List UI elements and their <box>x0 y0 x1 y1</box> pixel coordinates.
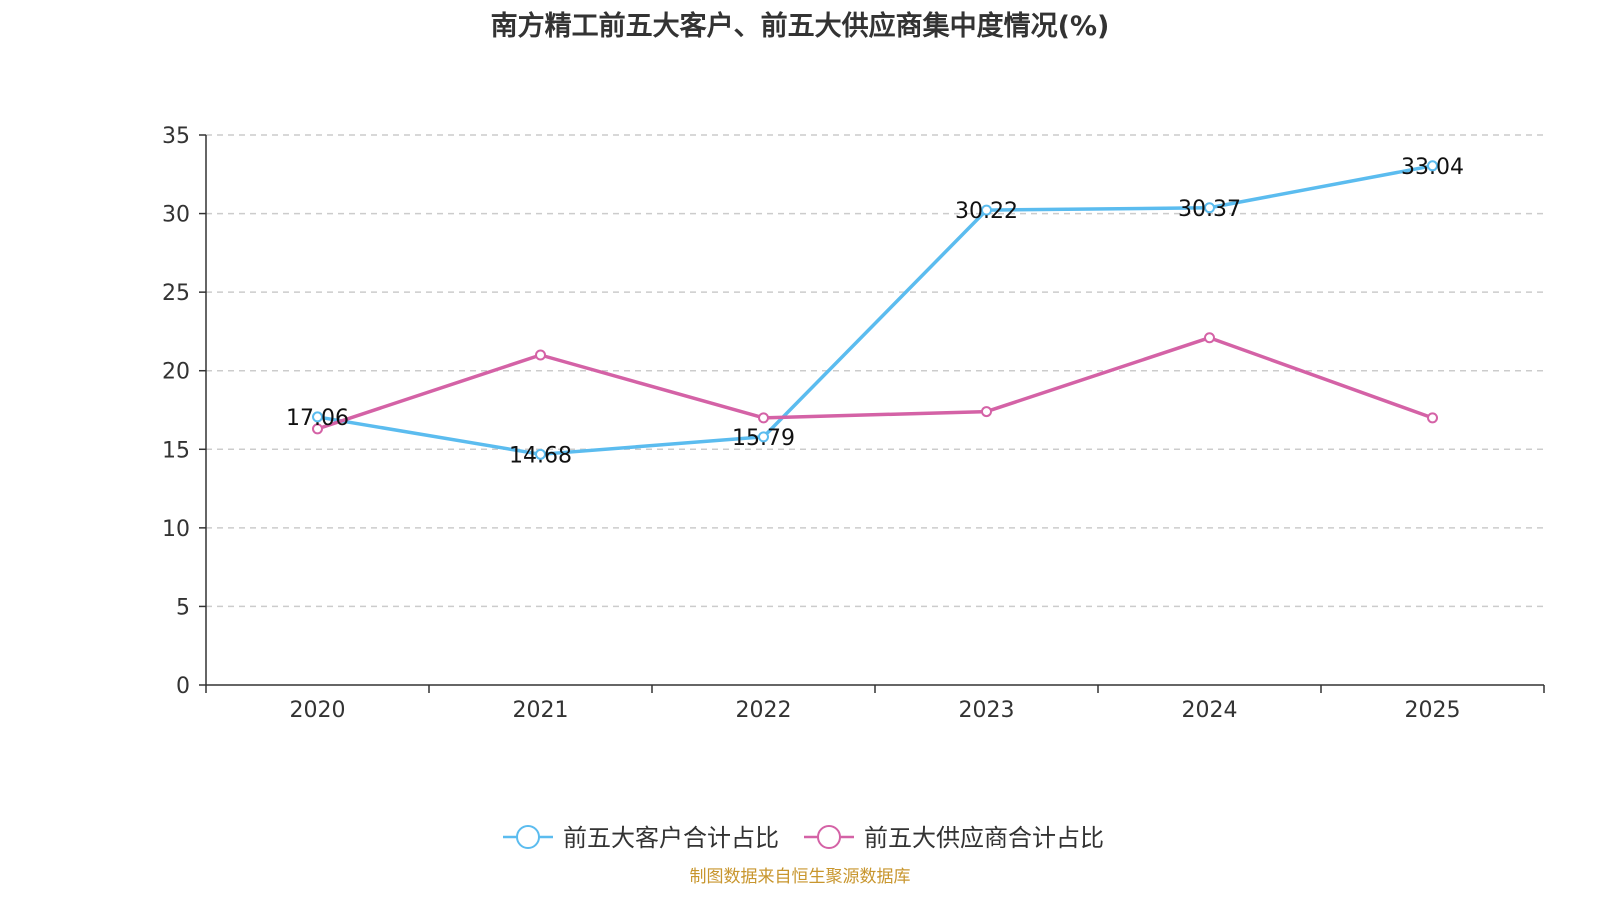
series-2-point[interactable] <box>1427 412 1438 424</box>
y-tick-label: 5 <box>176 595 190 620</box>
series-2-point[interactable] <box>1204 332 1215 344</box>
grid-lines <box>206 134 1544 608</box>
y-tick-label: 30 <box>162 203 190 228</box>
data-label: 14.68 <box>509 443 572 468</box>
x-tick-label: 2022 <box>736 698 792 723</box>
chart-title: 南方精工前五大客户、前五大供应商集中度情况(%) <box>490 11 1110 42</box>
y-tick-label: 15 <box>162 438 190 463</box>
series-1-point[interactable] <box>1204 202 1215 214</box>
y-tick-label: 35 <box>162 124 190 149</box>
data-label: 33.04 <box>1401 155 1464 180</box>
legend-item-1[interactable]: 前五大客户合计占比 <box>503 824 779 852</box>
series-line-1 <box>317 164 1433 457</box>
x-tick-label: 2023 <box>959 698 1015 723</box>
series-1-point[interactable] <box>535 448 546 460</box>
x-tick-label: 2021 <box>513 698 569 723</box>
series-2-point[interactable] <box>758 412 769 424</box>
series-1-point[interactable] <box>312 411 323 423</box>
data-label: 15.79 <box>732 426 795 451</box>
y-tick-label: 10 <box>162 517 190 542</box>
y-tick-label: 20 <box>162 360 190 385</box>
y-tick-label: 0 <box>176 674 190 699</box>
series-1-point[interactable] <box>758 431 769 443</box>
series-2-point[interactable] <box>981 406 992 418</box>
data-label: 30.22 <box>955 199 1018 224</box>
legend-item-2[interactable]: 前五大供应商合计占比 <box>804 824 1104 852</box>
series-2-point[interactable] <box>535 349 546 361</box>
x-tick-label: 2020 <box>290 698 346 723</box>
series-1-point[interactable] <box>1427 160 1438 172</box>
legend-circle-icon <box>516 825 540 849</box>
series <box>312 160 1438 460</box>
data-label: 17.06 <box>286 406 349 431</box>
series-2-point[interactable] <box>312 423 323 435</box>
source-note: 制图数据来自恒生聚源数据库 <box>689 867 911 887</box>
legend: 前五大客户合计占比 前五大供应商合计占比 <box>503 824 1104 852</box>
series-line-2 <box>316 335 1434 431</box>
data-labels: 17.06 14.68 15.79 30.22 30.37 33.04 <box>286 155 1464 469</box>
x-tick-label: 2025 <box>1405 698 1461 723</box>
legend-label: 前五大供应商合计占比 <box>864 824 1104 852</box>
data-label: 30.37 <box>1178 197 1241 222</box>
y-tick-label: 25 <box>162 281 190 306</box>
series-1-point[interactable] <box>981 204 992 216</box>
x-tick-label: 2024 <box>1182 698 1238 723</box>
legend-label: 前五大客户合计占比 <box>563 824 779 852</box>
legend-circle-icon <box>817 825 841 849</box>
